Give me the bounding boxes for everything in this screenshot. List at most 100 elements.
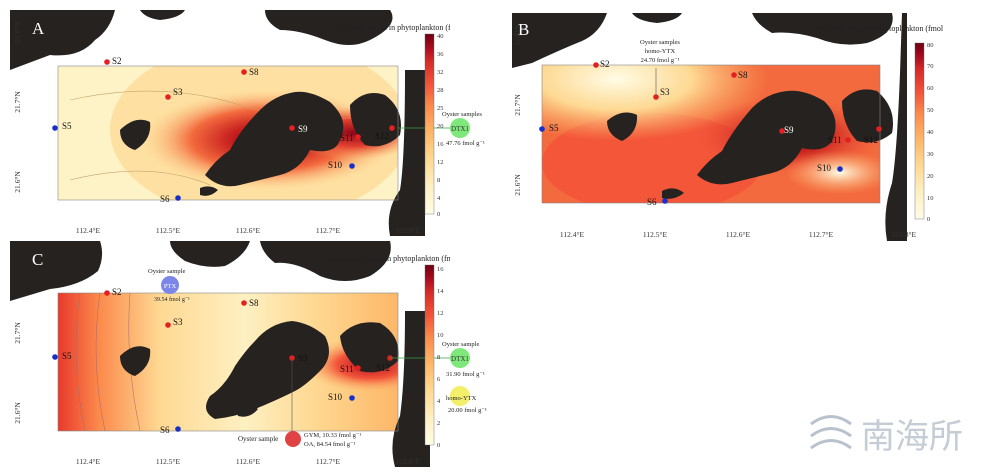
callout-value: 47.76 fmol g⁻¹ [446,140,485,147]
station-marker[interactable] [731,72,737,78]
station-label: S10 [328,392,343,402]
y-tick: 21.6°N [513,174,522,196]
y-tick: 21.6°N [13,402,22,424]
colorbar-tick: 8 [437,177,440,184]
station-marker[interactable] [593,62,599,68]
x-tick: 112.5°E [156,226,181,235]
station-label: S11 [340,364,354,374]
callouts-c-right: Oyster sample DTX1 31.90 fmol g⁻¹ homo-Y… [442,341,487,414]
callout-heading: Oyster sample [442,341,479,348]
colorbar-tick: 16 [437,266,444,273]
station-marker[interactable] [837,166,843,172]
station-marker[interactable] [165,322,171,328]
station-label: S12 [864,135,878,145]
colorbar-tick: 0 [437,211,440,218]
colorbar-tick: 40 [927,129,934,136]
callout-badge: homo-YTX [645,48,676,55]
callout-badge: GYM, 10.33 fmol g⁻¹ [304,432,361,439]
colorbar-tick: 0 [927,216,930,223]
colorbar-tick: 40 [437,33,444,40]
station-label: S8 [249,67,259,77]
station-marker[interactable] [165,94,171,100]
callout-heading: Oyster sample [238,435,278,443]
station-label: S10 [328,160,343,170]
x-tick: 112.8°E [396,226,421,235]
station-label: S10 [817,163,832,173]
panel-label: A [32,19,45,38]
callout-value: 31.90 fmol g⁻¹ [446,371,485,378]
colorbar-tick: 2 [437,420,440,427]
map-title: Lipophilic toxins in phytoplankton (fmol… [332,23,450,32]
station-label: S6 [160,425,170,435]
station-label: S9 [298,353,308,363]
x-tick: 112.6°E [236,457,261,466]
station-label: S8 [249,298,259,308]
station-label: S11 [828,135,842,145]
station-marker[interactable] [355,134,361,140]
station-label: S9 [298,124,308,134]
station-marker[interactable] [241,69,247,75]
callout-heading: Oyster samples [442,111,482,118]
station-marker[interactable] [876,126,882,132]
colorbar-tick: 32 [437,69,444,76]
station-label: S3 [173,87,183,97]
callout-badge: DTX1 [451,355,469,363]
x-tick: 112.4°E [76,457,101,466]
station-marker[interactable] [349,395,355,401]
colorbar-tick: 28 [437,87,444,94]
station-label: S12 [375,131,389,141]
station-marker[interactable] [779,128,785,134]
map-title: Lipophilic toxins in phytoplankton (fmol… [328,254,450,263]
station-label: S11 [340,133,354,143]
colorbar-tick: 36 [437,51,444,58]
station-label: S9 [784,125,794,135]
colorbar [914,42,925,220]
station-marker[interactable] [52,354,58,360]
station-marker[interactable] [175,195,181,201]
station-label: S6 [160,194,170,204]
callout-ptx: Oyster sample PTX 39.54 fmol g⁻¹ [148,268,190,303]
station-marker[interactable] [539,126,545,132]
callout-badge: DTX1 [451,125,469,133]
colorbar-tick: 16 [437,141,444,148]
station-marker[interactable] [289,125,295,131]
colorbar-tick: 0 [437,442,440,449]
station-label: S6 [647,197,657,207]
station-marker[interactable] [52,125,58,131]
y-tick: 21.7°N [13,322,22,344]
callout-heading: Oyster sample [148,268,185,275]
callout-gym-oa: Oyster sample GYM, 10.33 fmol g⁻¹ OA, 84… [238,431,361,448]
x-tick: 112.8°E [892,230,917,239]
colorbar-tick: 12 [437,310,444,317]
x-tick: 112.4°E [560,230,585,239]
station-marker[interactable] [175,426,181,432]
station-label: S2 [112,287,122,297]
colorbar [424,264,435,446]
station-marker[interactable] [104,59,110,65]
station-marker[interactable] [349,163,355,169]
callout-badge: homo-YTX [446,395,477,402]
callout-value: OA, 84.54 fmol g⁻¹ [304,441,355,448]
colorbar-tick: 20 [927,173,934,180]
station-label: S3 [173,317,183,327]
station-marker[interactable] [241,300,247,306]
x-tick: 112.5°E [643,230,668,239]
colorbar-tick: 4 [437,195,441,202]
x-tick: 112.7°E [316,457,341,466]
station-marker[interactable] [389,125,395,131]
x-tick: 112.8°E [396,457,421,466]
colorbar-tick: 80 [927,42,934,49]
map-panel-c: C Lipophilic toxins in phytoplankton (fm… [10,241,476,467]
callout-value: 24.70 fmol g⁻¹ [641,57,680,64]
colorbar-tick: 25 [437,105,444,112]
callout-b: Oyster samples homo-YTX 24.70 fmol g⁻¹ [640,39,680,64]
station-marker[interactable] [662,198,668,204]
station-marker[interactable] [355,365,361,371]
callout-value: 39.54 fmol g⁻¹ [154,296,190,303]
map-panel-b: B Lipophilic toxins in phytoplankton (fm… [512,13,960,241]
y-tick: 21.7°N [13,91,22,113]
y-tick: 21.6°N [13,171,22,193]
station-marker[interactable] [104,290,110,296]
colorbar-tick: 12 [437,159,444,166]
station-marker[interactable] [845,137,851,143]
